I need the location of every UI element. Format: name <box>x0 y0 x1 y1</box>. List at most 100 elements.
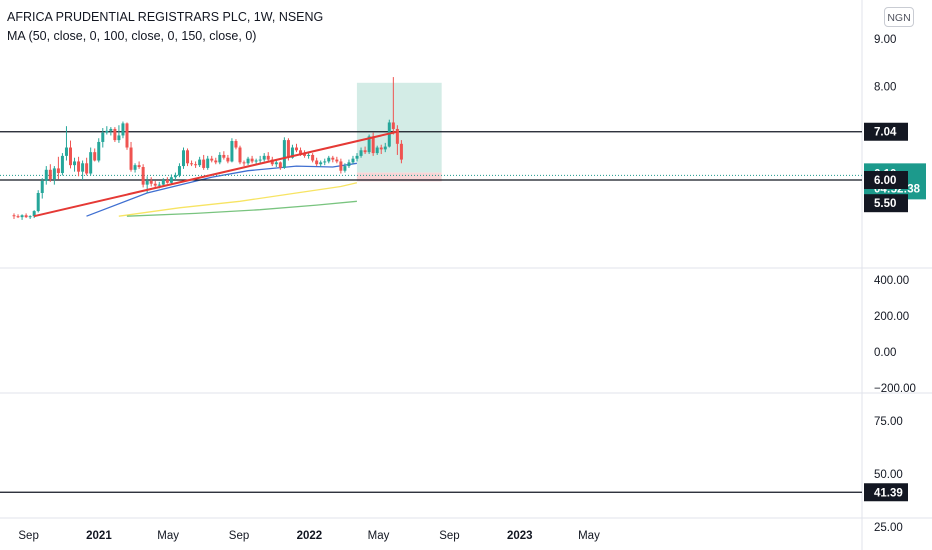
candle <box>24 213 28 219</box>
candle-body <box>234 141 238 148</box>
candle <box>383 142 387 153</box>
candle-body <box>222 154 226 158</box>
candle-body <box>186 150 190 164</box>
candle <box>379 144 383 155</box>
profit-zone[interactable] <box>356 82 442 173</box>
candle-body <box>379 147 383 150</box>
candle <box>161 178 165 187</box>
candle-body <box>121 123 125 136</box>
candle <box>190 160 194 167</box>
candle <box>222 151 226 160</box>
price-label-box <box>864 194 908 213</box>
candle-body <box>64 147 68 156</box>
candle <box>315 157 319 167</box>
candle-body <box>125 123 129 148</box>
candle <box>339 158 343 174</box>
candle-body <box>73 161 77 166</box>
candle-body <box>319 162 323 165</box>
candle <box>16 214 20 219</box>
candle-body <box>153 183 157 186</box>
candle-body <box>93 152 97 161</box>
candle-body <box>190 163 194 165</box>
candle <box>93 148 97 162</box>
candle-body <box>97 141 101 161</box>
trendline-segment[interactable] <box>33 130 398 218</box>
candle <box>133 163 137 173</box>
candle-body <box>391 122 395 129</box>
candle-body <box>371 136 375 154</box>
candle <box>60 153 64 176</box>
price-label-box <box>864 122 908 141</box>
candle <box>28 215 32 219</box>
candle-body <box>145 180 149 185</box>
candle-body <box>109 128 113 131</box>
trendline[interactable] <box>33 130 398 218</box>
candle <box>149 177 153 187</box>
candle <box>77 156 81 177</box>
position-zones[interactable] <box>356 82 442 182</box>
candle-body <box>262 155 266 160</box>
candle <box>359 147 363 158</box>
symbol-title[interactable]: AFRICA PRUDENTIAL REGISTRARS PLC, 1W, NS… <box>7 10 324 24</box>
candle-body <box>12 215 16 217</box>
price-label-text: 7.04 <box>874 127 897 139</box>
candle-body <box>113 128 117 141</box>
candle-body <box>359 150 363 156</box>
candle <box>44 166 48 185</box>
ma-line-2 <box>118 182 358 217</box>
candle <box>20 214 24 220</box>
time-axis-tick: May <box>578 530 600 542</box>
candle <box>101 128 105 148</box>
candle-body <box>194 164 198 166</box>
candle-body <box>399 143 403 160</box>
candle-body <box>218 154 222 163</box>
candle <box>238 145 242 165</box>
candle <box>105 126 109 135</box>
oscillator-axis-tick: 0.00 <box>874 347 896 359</box>
candle <box>327 155 331 164</box>
candle <box>319 160 323 168</box>
candle-body <box>68 147 72 166</box>
candle-body <box>161 180 165 185</box>
candle <box>278 161 282 170</box>
candle <box>250 155 254 164</box>
candle-body <box>210 158 214 161</box>
candle <box>73 157 77 172</box>
currency-badge[interactable]: NGN <box>884 7 914 27</box>
time-axis-tick: Sep <box>18 530 38 542</box>
time-axis-tick: 2023 <box>507 530 533 542</box>
axes: 9.00 8.00 400.00 200.00 0.00 −200.00 75.00 50.0… <box>18 34 916 542</box>
chart-header: AFRICA PRUDENTIAL REGISTRARS PLC, 1W, NS… <box>7 8 323 46</box>
candle-body <box>181 150 185 167</box>
candle <box>117 125 121 143</box>
candle <box>97 138 101 163</box>
candle <box>375 145 379 155</box>
candle-body <box>85 163 89 174</box>
candle-body <box>44 169 48 181</box>
candle-body <box>339 161 343 171</box>
candle <box>262 153 266 162</box>
candle-body <box>395 128 399 144</box>
candle-body <box>206 158 210 168</box>
candle-body <box>28 216 32 218</box>
indicator-legend[interactable]: MA (50, close, 0, 100, close, 0, 150, cl… <box>7 29 257 43</box>
candle <box>347 159 351 168</box>
candle <box>68 140 72 169</box>
loss-zone[interactable] <box>356 172 442 182</box>
moving-averages <box>86 162 358 217</box>
candle <box>173 172 177 180</box>
candle <box>363 146 367 155</box>
candle-body <box>254 160 258 162</box>
oscillator-label-box <box>864 483 908 502</box>
time-axis-tick: May <box>157 530 179 542</box>
oscillator-label-text: 41.39 <box>874 487 903 499</box>
candle-body <box>105 130 109 133</box>
candle <box>218 152 222 165</box>
candle <box>165 177 169 184</box>
candle-body <box>165 180 169 183</box>
candle-body <box>250 158 254 162</box>
candle-body <box>177 166 181 176</box>
